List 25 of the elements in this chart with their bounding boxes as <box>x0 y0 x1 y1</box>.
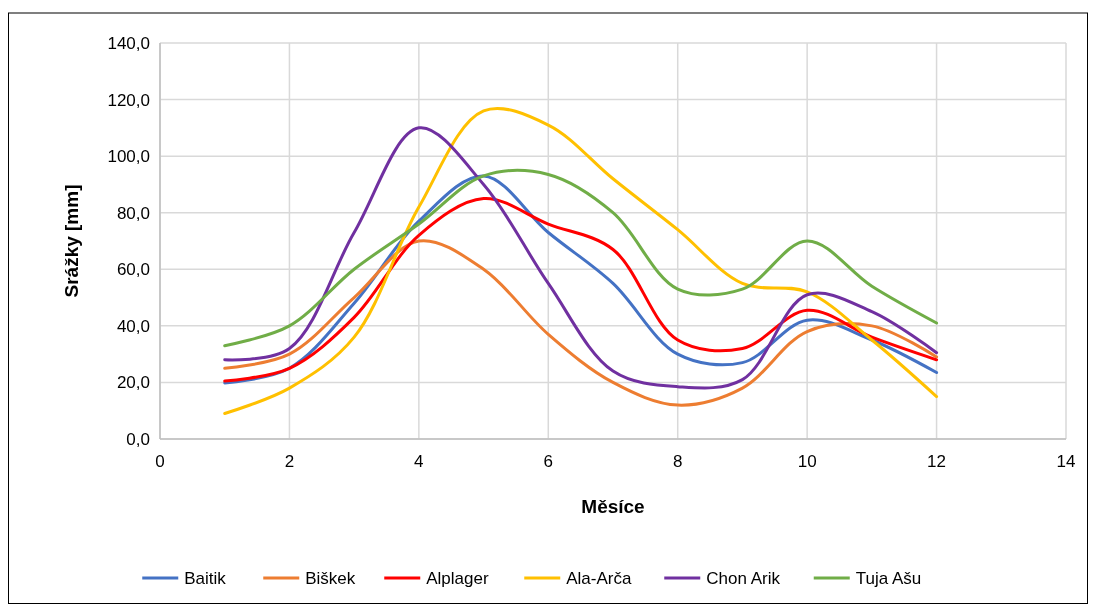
y-axis-title: Srážky [mm] <box>61 184 82 298</box>
x-tick-label: 2 <box>284 452 295 471</box>
legend-label: Alplager <box>426 568 489 588</box>
y-tick-label: 140,0 <box>107 33 150 53</box>
x-axis-title: Měsíce <box>581 496 645 517</box>
legend-label: Ala-Arča <box>566 568 632 588</box>
y-tick-label: 60,0 <box>116 260 150 280</box>
x-tick-label: 14 <box>1056 452 1076 471</box>
line-series <box>223 239 939 407</box>
legend-label: Tuja Ašu <box>855 568 922 588</box>
y-tick-label: 80,0 <box>116 203 150 223</box>
x-tick-label: 12 <box>927 452 947 471</box>
y-tick-label: 0,0 <box>126 429 150 449</box>
legend-label: Baitik <box>184 568 227 588</box>
legend-label: Chon Arik <box>706 568 781 588</box>
y-tick-label: 40,0 <box>116 316 150 336</box>
x-tick-label: 0 <box>155 452 165 471</box>
x-tick-label: 10 <box>797 452 817 471</box>
x-tick-label: 8 <box>672 452 683 471</box>
y-tick-label: 100,0 <box>107 147 150 167</box>
x-tick-label: 6 <box>543 452 554 471</box>
legend-label: Biškek <box>305 568 356 588</box>
y-tick-label: 120,0 <box>107 90 150 110</box>
x-tick-label: 4 <box>414 452 424 471</box>
y-tick-label: 20,0 <box>116 373 150 393</box>
